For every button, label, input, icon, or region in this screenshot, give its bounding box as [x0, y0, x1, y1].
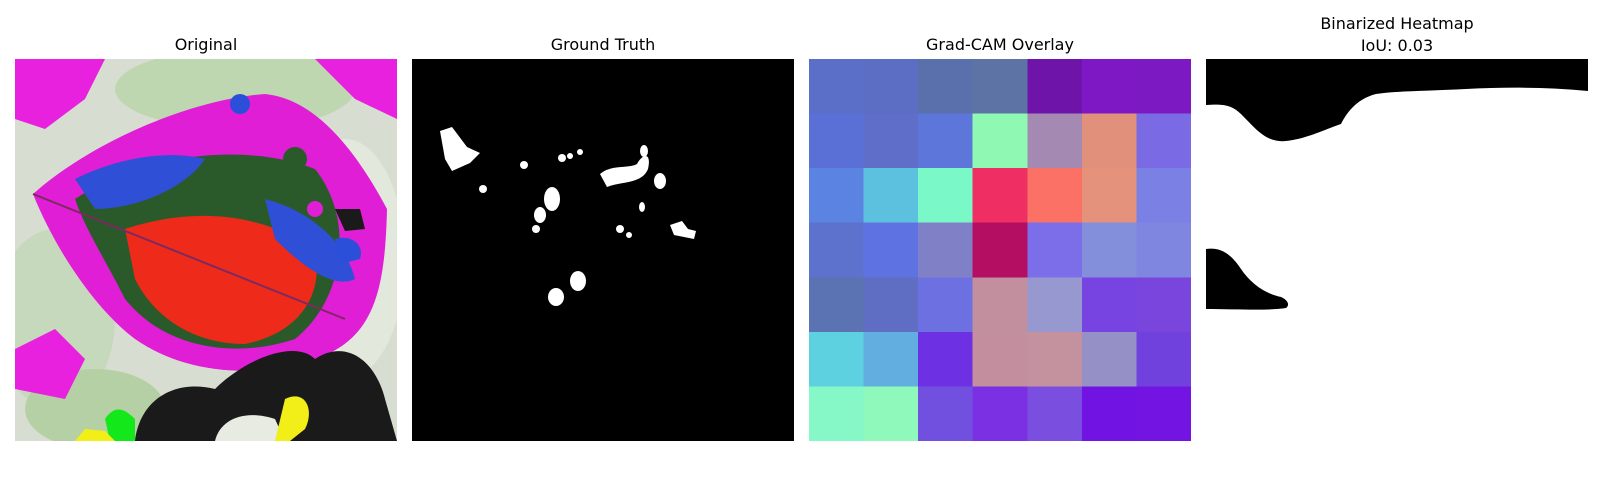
gradcam-cell — [1136, 222, 1191, 278]
gradcam-cell — [809, 222, 865, 278]
gradcam-cell — [918, 222, 974, 278]
gradcam-cell — [863, 113, 919, 169]
gradcam-cell — [972, 222, 1028, 278]
binarized-heatmap — [1206, 59, 1588, 441]
gradcam-title: Grad-CAM Overlay — [926, 35, 1074, 54]
gradcam-cell — [918, 59, 974, 115]
gradcam-cell — [1136, 168, 1191, 224]
gradcam-cell — [1027, 386, 1083, 441]
gradcam-cell — [1081, 331, 1137, 387]
iou-label: IoU: 0.03 — [1360, 36, 1434, 55]
gradcam-cell — [1027, 277, 1083, 333]
original-title: Original — [174, 35, 238, 54]
gradcam-cell — [863, 277, 919, 333]
gradcam-cell — [1027, 113, 1083, 169]
gradcam-cell — [863, 59, 919, 115]
gradcam-cell — [863, 386, 919, 441]
gradcam-cell — [1081, 168, 1137, 224]
gradcam-cell — [1136, 59, 1191, 115]
gradcam-cell — [1081, 113, 1137, 169]
gradcam-cell — [972, 168, 1028, 224]
gradcam-cell — [1027, 59, 1083, 115]
gradcam-cell — [972, 59, 1028, 115]
gradcam-cell — [809, 386, 865, 441]
gradcam-cell — [863, 331, 919, 387]
gradcam-cell — [918, 168, 974, 224]
gradcam-cell — [1081, 59, 1137, 115]
original-image — [15, 59, 397, 441]
gradcam-cell — [972, 277, 1028, 333]
gradcam-cell — [1081, 386, 1137, 441]
gradcam-cell — [972, 331, 1028, 387]
gradcam-cell — [1136, 386, 1191, 441]
gradcam-cell — [972, 113, 1028, 169]
ground-truth-title: Ground Truth — [550, 35, 656, 54]
gradcam-cell — [809, 113, 865, 169]
gradcam-cell — [1027, 222, 1083, 278]
gradcam-overlay — [809, 59, 1191, 441]
gradcam-cell — [918, 113, 974, 169]
gradcam-cell — [863, 168, 919, 224]
gradcam-cell — [1081, 222, 1137, 278]
gradcam-cell — [809, 168, 865, 224]
gradcam-cell — [1081, 277, 1137, 333]
gradcam-cell — [1027, 168, 1083, 224]
gradcam-cell — [1136, 277, 1191, 333]
gradcam-cell — [972, 386, 1028, 441]
gradcam-cell — [809, 331, 865, 387]
gradcam-cell — [918, 331, 974, 387]
gradcam-cell — [809, 277, 865, 333]
gradcam-cell — [918, 277, 974, 333]
gradcam-cell — [1027, 331, 1083, 387]
gradcam-cell — [1136, 113, 1191, 169]
gradcam-cell — [1136, 331, 1191, 387]
ground-truth-mask — [412, 59, 794, 441]
gradcam-cell — [863, 222, 919, 278]
binarized-title: Binarized Heatmap — [1320, 14, 1474, 33]
gradcam-cell — [809, 59, 865, 115]
gradcam-cell — [918, 386, 974, 441]
